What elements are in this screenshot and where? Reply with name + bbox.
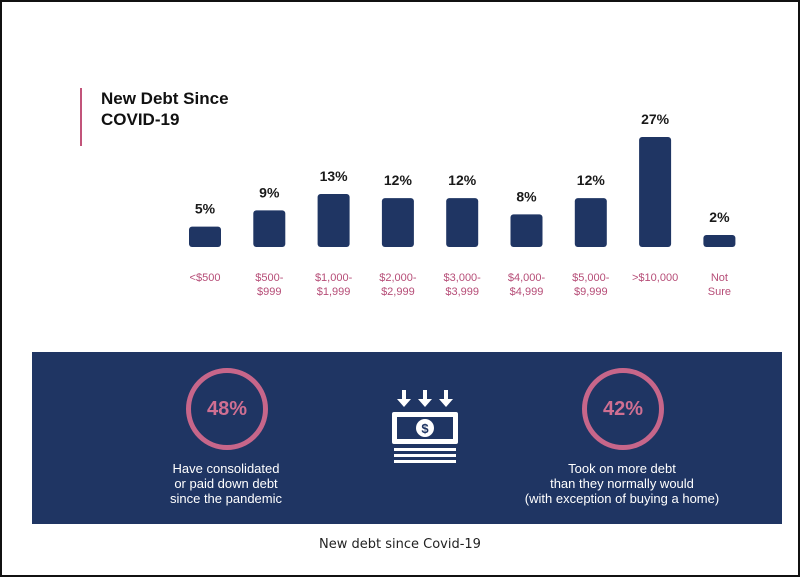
category-label-5: $4,000-$4,999 [508,272,546,298]
bar-6 [574,198,607,247]
svg-text:$: $ [421,421,429,436]
money-bill-with-down-arrows-icon: $ [392,390,458,463]
bar-value-label-8: 2% [709,209,730,225]
category-label-7: >$10,000 [632,272,678,284]
stat-value-more-debt: 42% [602,397,644,420]
stat-ring-consolidated: 48% [186,368,268,450]
title-accent-bar [80,88,82,146]
category-label-3: $2,000-$2,999 [379,272,417,298]
bar-value-label-6: 12% [577,172,606,188]
bar-3 [381,198,414,247]
bar-value-label-3: 12% [384,172,413,188]
category-label-8: Not Sure [708,272,731,298]
bar-value-label-0: 5% [195,201,216,217]
bar-7 [639,137,672,247]
category-label-1: $500-$999 [255,272,283,298]
bar-8 [703,235,736,247]
stat-text-consolidated: Have consolidated or paid down debt sinc… [169,461,282,506]
category-label-6: $5,000-$9,999 [572,272,610,298]
bar-value-label-4: 12% [448,172,477,188]
bar-4 [446,198,479,247]
bar-value-label-5: 8% [516,188,537,204]
bar-0 [189,226,221,247]
category-label-0: <$500 [190,272,221,284]
bar-value-label-2: 13% [320,168,349,184]
category-label-2: $1,000-$1,999 [315,272,353,298]
figure-caption: New debt since Covid-19 [319,537,481,552]
chart-title: New Debt Since COVID-19 [101,89,229,129]
bar-1 [253,210,286,247]
stat-value-consolidated: 48% [206,397,248,420]
bar-5 [510,214,543,247]
bar-value-label-7: 27% [641,111,670,127]
category-label-4: $3,000-$3,999 [444,272,482,298]
stat-text-more-debt: Took on more debt than they normally wou… [524,461,720,506]
bar-2 [317,194,350,247]
stat-ring-more-debt: 42% [582,368,664,450]
bar-chart: 5% <$500 9% $500-$999 13% $1,000-$1,999 12% $2,… [189,111,736,298]
bar-value-label-1: 9% [259,184,280,200]
